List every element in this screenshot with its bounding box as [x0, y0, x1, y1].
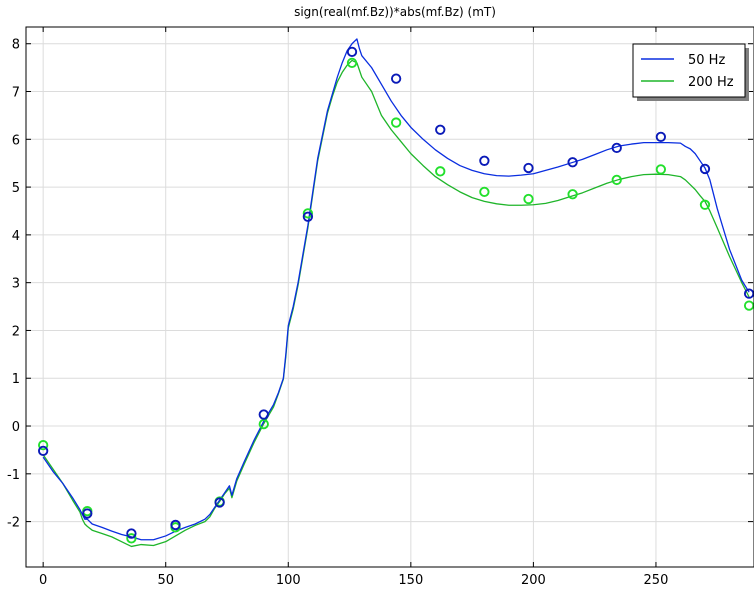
data-point-200-hz: [390, 117, 402, 128]
data-point-200-hz: [611, 174, 622, 186]
data-point-200-hz: [479, 186, 490, 198]
y-tick-label: -1: [7, 468, 20, 483]
axis-ticks: [26, 27, 753, 567]
x-tick-label: 0: [39, 573, 47, 588]
data-point-50-hz: [258, 409, 269, 420]
grid-layer: [26, 27, 754, 567]
x-tick-label: 150: [398, 573, 423, 588]
y-tick-label: 1: [12, 372, 20, 387]
data-point-50-hz: [170, 519, 181, 531]
y-tick-label: 3: [12, 277, 20, 292]
data-point-50-hz: [567, 157, 578, 168]
data-point-50-hz: [435, 124, 446, 135]
data-point-50-hz: [611, 142, 622, 154]
x-tick-label: 200: [521, 573, 546, 588]
data-point-50-hz: [479, 155, 490, 166]
series-line-200-hz: [42, 59, 750, 548]
data-point-200-hz: [302, 208, 314, 219]
data-point-50-hz: [390, 73, 402, 84]
series-markers: [38, 46, 754, 544]
data-point-200-hz: [346, 57, 358, 68]
series-lines: [42, 38, 750, 548]
legend-label-200-hz: 200 Hz: [688, 75, 734, 90]
data-point-200-hz: [523, 193, 534, 205]
data-point-50-hz: [655, 131, 667, 143]
data-point-200-hz: [655, 164, 667, 175]
data-point-50-hz: [346, 46, 358, 57]
y-tick-labels: -2 -1 0 1 2 3 4 5 6 7 8: [7, 38, 20, 531]
x-tick-label: 100: [276, 573, 301, 588]
data-point-50-hz: [523, 162, 534, 174]
data-point-50-hz: [214, 497, 225, 508]
data-point-200-hz: [567, 189, 578, 200]
data-point-200-hz: [699, 199, 711, 210]
data-point-200-hz: [743, 300, 754, 311]
x-tick-label: 250: [644, 573, 669, 588]
data-point-50-hz: [743, 288, 754, 299]
data-point-50-hz: [699, 163, 711, 175]
y-tick-label: 2: [12, 324, 20, 339]
y-tick-label: 7: [12, 86, 20, 101]
y-tick-label: 8: [12, 38, 20, 53]
data-point-200-hz: [126, 533, 137, 544]
y-tick-label: 4: [12, 229, 20, 244]
plot-frame: [25, 26, 754, 568]
legend-label-50-hz: 50 Hz: [688, 53, 725, 68]
chart-legend: 50 Hz 200 Hz: [632, 43, 749, 101]
data-point-200-hz: [38, 439, 49, 451]
y-tick-label: 5: [12, 181, 20, 196]
y-tick-label: -2: [7, 516, 20, 531]
y-tick-label: 6: [12, 133, 20, 148]
data-point-50-hz: [302, 211, 314, 222]
x-tick-labels: 0 50 100 150 200 250: [39, 573, 668, 588]
x-tick-label: 50: [157, 573, 174, 588]
data-point-50-hz: [82, 508, 93, 519]
data-point-200-hz: [435, 166, 446, 177]
series-line-50-hz: [42, 38, 750, 541]
y-tick-label: 0: [12, 420, 20, 435]
data-point-50-hz: [126, 528, 137, 539]
legend-box: [632, 43, 746, 98]
chart-title: sign(real(mf.Bz))*abs(mf.Bz) (mT): [294, 5, 496, 19]
data-point-50-hz: [38, 445, 49, 457]
data-point-200-hz: [258, 418, 269, 430]
